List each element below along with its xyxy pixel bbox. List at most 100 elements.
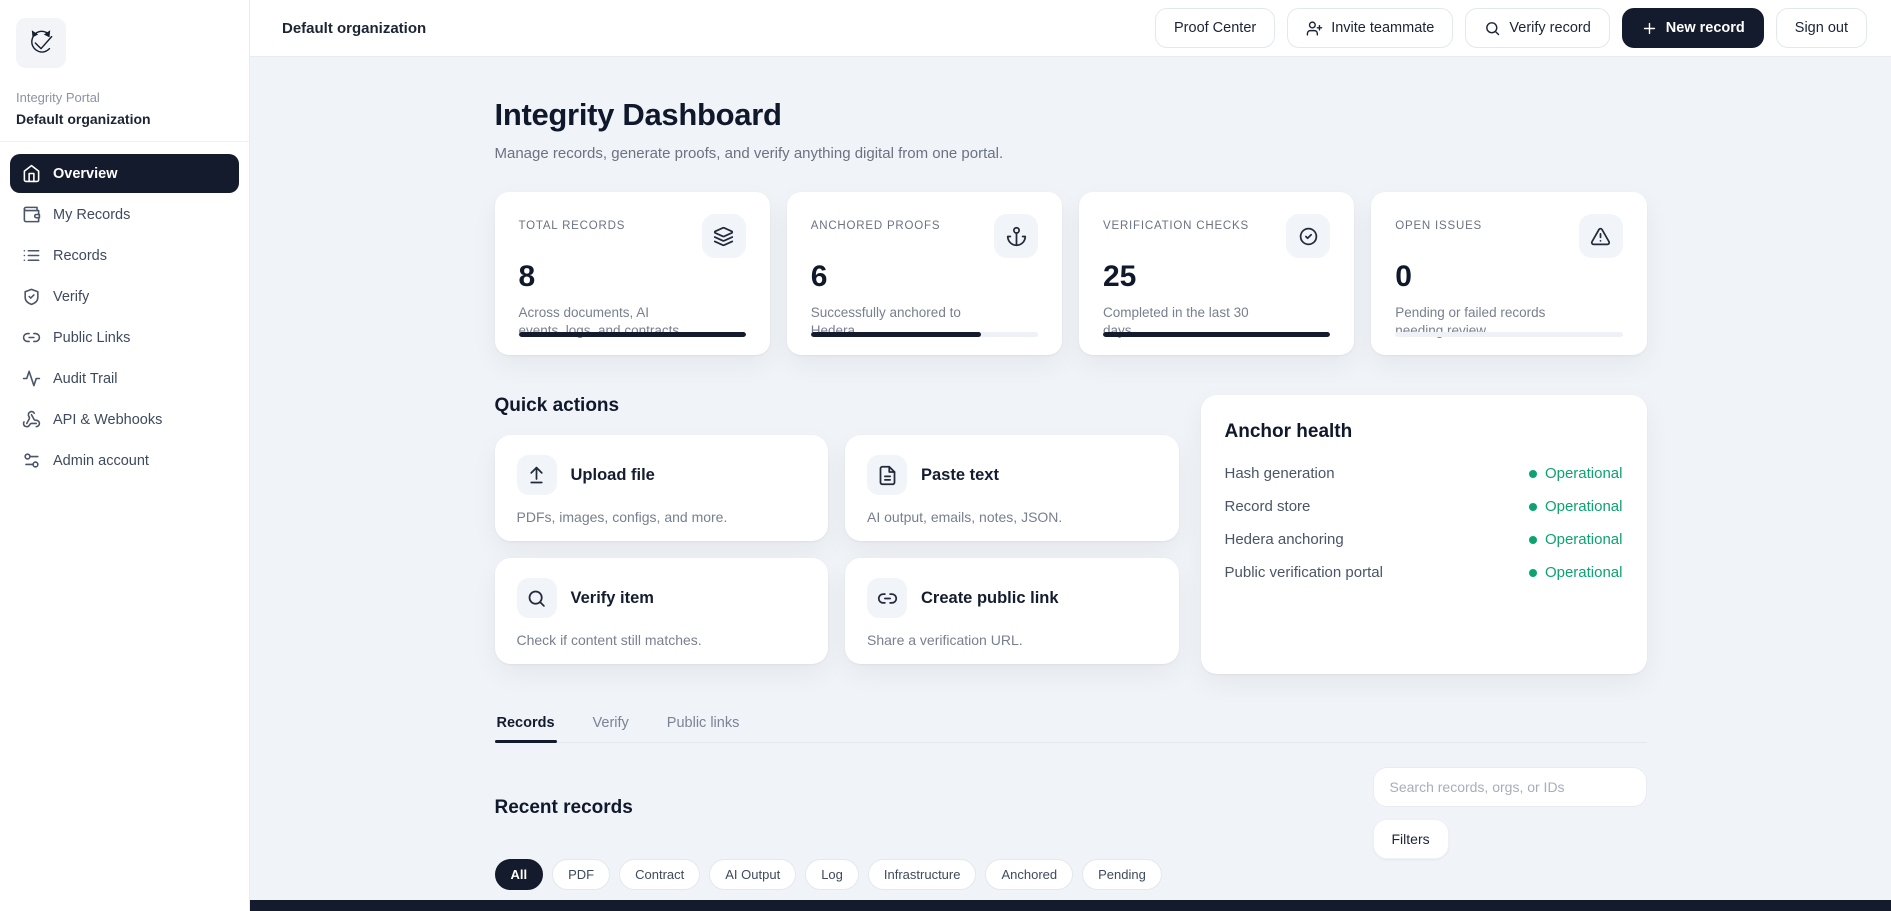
health-service-name: Public verification portal — [1224, 564, 1383, 581]
quick-actions-grid: Upload file PDFs, images, configs, and m… — [494, 435, 1179, 664]
tab-verify[interactable]: Verify — [592, 715, 629, 731]
stat-progress-fill — [810, 332, 982, 337]
new-record-label: New record — [1665, 20, 1745, 36]
filters-button[interactable]: Filters — [1372, 819, 1449, 859]
sidebar-item-overview[interactable]: Overview — [10, 154, 239, 193]
status-dot-icon — [1528, 502, 1537, 511]
status-dot-icon — [1528, 469, 1537, 478]
anchor-health-panel: Anchor health Hash generation Operationa… — [1200, 395, 1647, 674]
sidebar-item-label: My Records — [53, 206, 131, 223]
sidebar: Integrity Portal Default organization Ov… — [0, 0, 250, 911]
health-status-label: Operational — [1544, 498, 1623, 515]
chip-pending[interactable]: Pending — [1082, 859, 1162, 890]
search-icon — [516, 578, 557, 618]
health-row-hedera-anchoring: Hedera anchoring Operational — [1225, 531, 1623, 548]
anchor-icon — [994, 214, 1038, 258]
user-plus-icon — [1306, 20, 1323, 36]
stat-cards-row: TOTAL RECORDS 8 Across documents, AI eve… — [494, 192, 1647, 355]
health-status: Operational — [1528, 465, 1623, 482]
sidebar-item-label: Public Links — [53, 329, 131, 346]
proof-center-label: Proof Center — [1174, 20, 1257, 36]
chip-pdf[interactable]: PDF — [552, 859, 611, 890]
health-status-label: Operational — [1544, 564, 1623, 581]
sidebar-item-label: Admin account — [53, 452, 149, 469]
stat-progress-track — [1395, 332, 1623, 337]
health-service-name: Hash generation — [1224, 465, 1335, 482]
sliders-icon — [24, 453, 39, 468]
owl-check-logo-icon — [31, 30, 53, 53]
health-status: Operational — [1528, 498, 1623, 515]
anchor-health-title: Anchor health — [1224, 421, 1353, 442]
brand-block: Integrity Portal Default organization — [0, 0, 249, 142]
check-circle-icon — [1286, 214, 1331, 258]
status-dot-icon — [1528, 568, 1537, 577]
quick-action-label: Create public link — [921, 588, 1059, 607]
upload-icon — [516, 455, 557, 495]
tab-public-links[interactable]: Public links — [666, 715, 740, 731]
chip-ai-output[interactable]: AI Output — [709, 859, 797, 890]
quick-action-create-public-link[interactable]: Create public link Share a verification … — [845, 558, 1179, 664]
quick-action-upload-file[interactable]: Upload file PDFs, images, configs, and m… — [494, 435, 828, 541]
stat-progress-track — [1103, 332, 1331, 337]
filter-chips-row: All PDF Contract AI Output Log Infrastru… — [494, 859, 1162, 890]
chip-contract[interactable]: Contract — [619, 859, 701, 890]
sidebar-item-api-webhooks[interactable]: API & Webhooks — [10, 400, 239, 439]
quick-action-verify-item[interactable]: Verify item Check if content still match… — [494, 558, 828, 664]
stat-card-total-records: TOTAL RECORDS 8 Across documents, AI eve… — [494, 192, 770, 355]
shield-check-icon — [24, 288, 39, 306]
stat-card-verification-checks: VERIFICATION CHECKS 25 Completed in the … — [1079, 192, 1355, 355]
stat-label: TOTAL RECORDS — [518, 220, 626, 232]
quick-action-description: AI output, emails, notes, JSON. — [867, 509, 1063, 525]
alert-triangle-icon — [1578, 214, 1623, 258]
quick-action-paste-text[interactable]: Paste text AI output, emails, notes, JSO… — [845, 435, 1179, 541]
tab-records[interactable]: Records — [494, 715, 557, 743]
chip-anchored[interactable]: Anchored — [985, 859, 1074, 890]
sidebar-item-admin-account[interactable]: Admin account — [10, 441, 239, 480]
home-icon — [23, 164, 40, 183]
header-actions: Proof Center Invite teammate Verify reco… — [1155, 8, 1867, 48]
list-icon — [23, 249, 40, 262]
stat-label: VERIFICATION CHECKS — [1103, 220, 1249, 232]
link-icon — [22, 332, 41, 343]
recent-records-title: Recent records — [494, 797, 633, 818]
stat-value: 6 — [810, 260, 828, 293]
stat-progress-track — [810, 332, 1038, 337]
wallet-icon — [23, 206, 41, 223]
sidebar-item-verify[interactable]: Verify — [10, 277, 239, 316]
chip-infrastructure[interactable]: Infrastructure — [867, 859, 977, 890]
header-org-label: Default organization — [282, 19, 427, 37]
new-record-button[interactable]: New record — [1621, 8, 1764, 48]
sidebar-org-name: Default organization — [16, 111, 151, 127]
chip-all[interactable]: All — [494, 859, 544, 890]
records-tabs: Records Verify Public links — [494, 715, 1647, 743]
top-header: Default organization Proof Center Invite… — [250, 0, 1891, 57]
activity-icon — [22, 370, 41, 387]
sidebar-item-my-records[interactable]: My Records — [10, 195, 239, 234]
health-row-public-verification-portal: Public verification portal Operational — [1225, 564, 1623, 581]
search-input[interactable] — [1372, 767, 1647, 807]
invite-teammate-button[interactable]: Invite teammate — [1287, 8, 1454, 48]
link-icon — [867, 578, 907, 618]
quick-action-label: Verify item — [570, 588, 654, 607]
sign-out-button[interactable]: Sign out — [1775, 8, 1867, 48]
plus-icon — [1643, 22, 1655, 34]
verify-record-button[interactable]: Verify record — [1465, 8, 1610, 48]
sidebar-item-audit-trail[interactable]: Audit Trail — [10, 359, 239, 398]
app-logo — [16, 18, 66, 68]
quick-action-description: PDFs, images, configs, and more. — [516, 509, 728, 525]
sidebar-item-public-links[interactable]: Public Links — [10, 318, 239, 357]
webhook-icon — [22, 410, 41, 428]
sidebar-item-records[interactable]: Records — [10, 236, 239, 275]
status-dot-icon — [1528, 535, 1537, 544]
sidebar-item-label: API & Webhooks — [53, 411, 163, 428]
recent-records-section: Recent records All PDF Contract AI Outpu… — [494, 767, 1647, 890]
stat-progress-fill — [518, 332, 746, 337]
stat-progress-fill — [1103, 332, 1331, 337]
chip-log[interactable]: Log — [805, 859, 859, 890]
verify-record-label: Verify record — [1509, 20, 1591, 36]
health-status-label: Operational — [1544, 531, 1623, 548]
health-service-name: Record store — [1224, 498, 1311, 515]
stat-card-open-issues: OPEN ISSUES 0 Pending or failed records … — [1371, 192, 1647, 355]
proof-center-button[interactable]: Proof Center — [1155, 8, 1276, 48]
anchor-health-rows: Hash generation Operational Record store… — [1225, 465, 1623, 581]
